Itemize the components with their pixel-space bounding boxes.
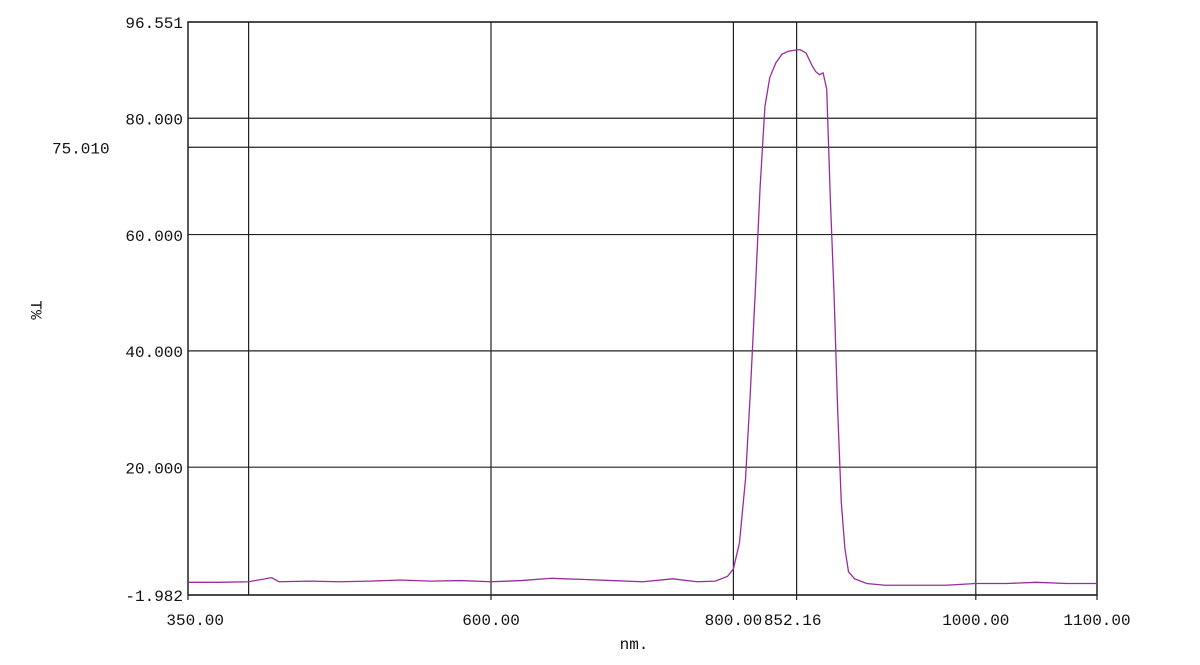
- data-line: [188, 48, 1097, 586]
- x-tick-label: 1100.00: [1063, 612, 1130, 630]
- y-tick-label: 60.000: [125, 228, 183, 246]
- x-tick-label: 800.00: [705, 612, 763, 630]
- y-tick-label: 80.000: [125, 111, 183, 129]
- x-tick-label: 852.16: [764, 612, 822, 630]
- plot-frame: [187, 21, 1098, 596]
- y-tick-label: 96.551: [125, 15, 183, 33]
- y-axis-title: T%: [26, 300, 44, 320]
- x-tick-label: 350.00: [166, 612, 224, 630]
- x-tick-label: 1000.00: [942, 612, 1009, 630]
- y-tick-label: -1.982: [125, 588, 183, 606]
- x-axis-title: nm.: [620, 636, 649, 654]
- y-tick-label: 75.010: [52, 140, 110, 158]
- y-tick-label: 20.000: [125, 460, 183, 478]
- x-tick-label: 600.00: [462, 612, 520, 630]
- y-tick-label: 40.000: [125, 344, 183, 362]
